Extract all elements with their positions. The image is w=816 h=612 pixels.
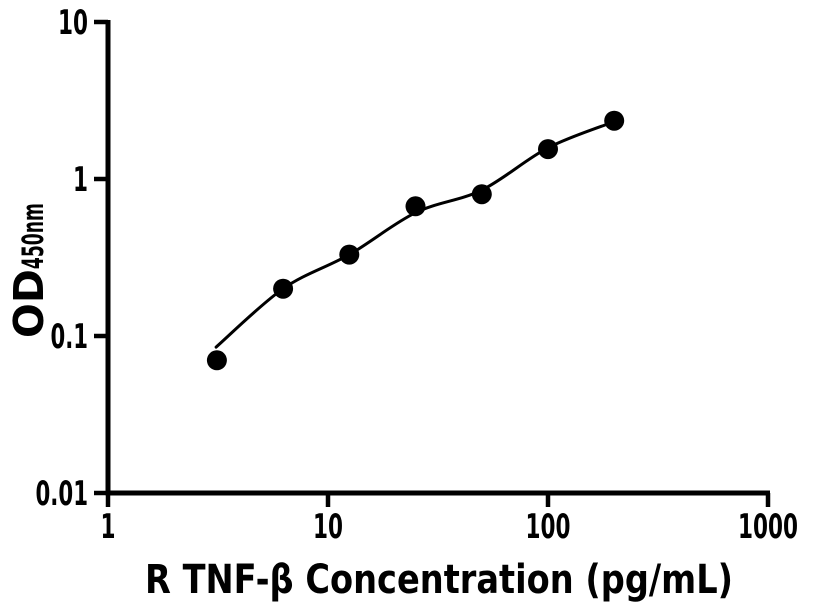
data-points xyxy=(206,110,625,371)
data-point xyxy=(405,196,426,217)
x-tick-label: 10 xyxy=(313,507,343,547)
x-tick-label: 100 xyxy=(526,507,571,547)
data-point xyxy=(604,110,625,131)
y-axis-title-base: OD xyxy=(5,269,53,338)
x-axis-ticks: 1 10 100 1000 xyxy=(101,493,798,547)
x-axis-title: R TNF-β Concentration (pg/mL) xyxy=(145,557,733,603)
x-tick-label: 1 xyxy=(101,507,116,547)
data-point xyxy=(339,244,360,265)
y-axis-title-subscript: 450nm xyxy=(16,203,50,269)
axis-spine xyxy=(105,20,770,496)
y-axis-title: OD450nm xyxy=(5,203,53,338)
data-point xyxy=(206,350,227,371)
y-tick-label: 0.1 xyxy=(51,317,89,357)
y-tick-label: 0.01 xyxy=(36,474,89,514)
x-tick-label: 1000 xyxy=(738,507,798,547)
data-point xyxy=(538,139,558,160)
y-axis-ticks: 10 1 0.1 0.01 xyxy=(36,3,108,514)
data-point xyxy=(273,278,294,299)
y-tick-label: 10 xyxy=(58,3,88,43)
y-tick-label: 1 xyxy=(73,160,88,200)
data-point xyxy=(471,184,492,205)
